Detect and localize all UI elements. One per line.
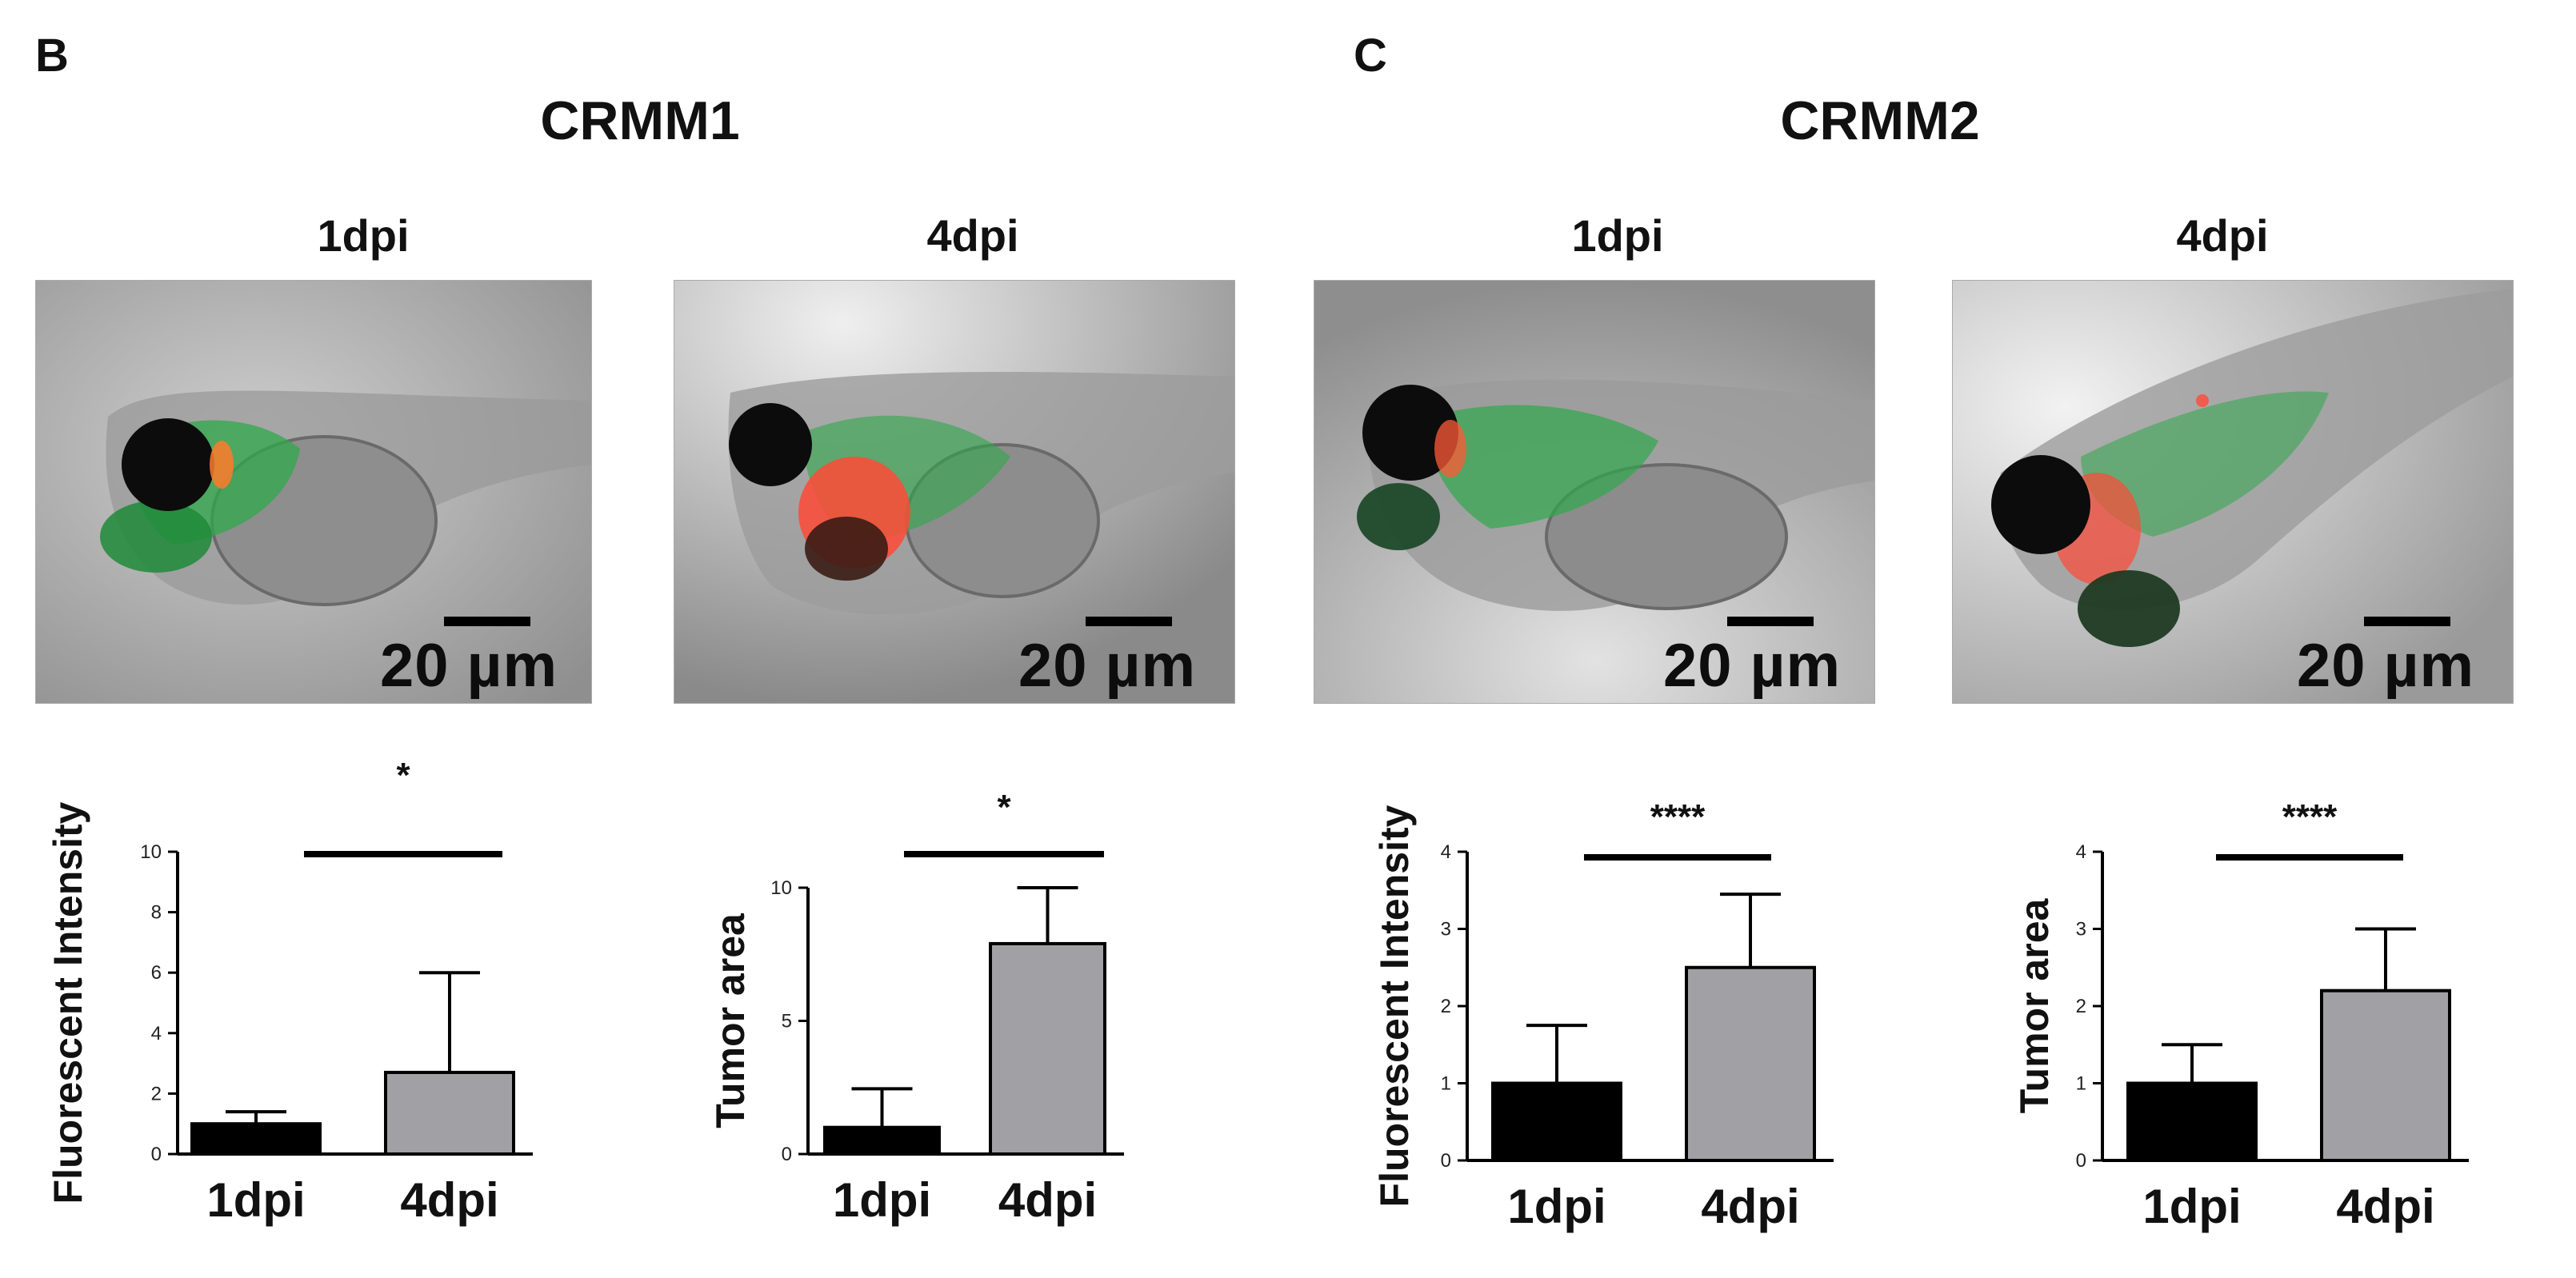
y-tick-label: 10 [770, 877, 792, 899]
bar-1dpi [2126, 1081, 2258, 1162]
panel-title-crmm1: CRMM1 [540, 90, 740, 151]
y-tick-label: 2 [151, 1083, 162, 1104]
y-tick-label: 0 [782, 1144, 792, 1165]
significance-stars: **** [1650, 797, 1706, 837]
y-tick-label: 0 [151, 1144, 162, 1165]
panel-letter-b: B [35, 30, 69, 82]
x-tick-label: 4dpi [2336, 1180, 2434, 1233]
bar-1dpi [823, 1125, 941, 1156]
bar-4dpi [384, 1070, 515, 1156]
micrograph-crmm1-4dpi: 20 µm [674, 280, 1235, 704]
y-tick-label: 4 [1441, 841, 1451, 863]
panel-title-crmm2: CRMM2 [1780, 90, 1980, 151]
y-tick-label: 6 [151, 962, 162, 984]
significance-stars: * [997, 788, 1011, 827]
bar-chart-crmm1-tumor-area: 0 5 10 1dpi 4dpi * Tumor area [708, 788, 1124, 1227]
y-axis-label: Tumor area [708, 913, 753, 1128]
y-tick-label: 0 [1441, 1150, 1451, 1172]
bar-4dpi [989, 941, 1106, 1156]
significance-stars: **** [2282, 797, 2338, 837]
y-tick-label: 2 [1441, 996, 1451, 1017]
y-tick-label: 2 [2076, 996, 2086, 1017]
y-axis-label: Tumor area [2012, 898, 2057, 1114]
y-tick-label: 3 [1441, 919, 1451, 941]
y-tick-label: 4 [2076, 841, 2086, 863]
y-tick-label: 3 [2076, 919, 2086, 941]
y-tick-label: 0 [2076, 1150, 2086, 1172]
x-tick-label: 1dpi [2142, 1180, 2241, 1233]
scale-bar-label: 20 µm [1663, 632, 1842, 700]
bar-4dpi [1685, 965, 1816, 1162]
y-tick-label: 1 [1441, 1073, 1451, 1095]
bar-chart-crmm2-intensity: 0 1 2 3 4 1dpi 4dpi **** Fluorescent Intensity [1372, 797, 1834, 1233]
scale-bar [1086, 617, 1172, 626]
scale-bar-label: 20 µm [1018, 632, 1197, 700]
bar-1dpi [190, 1122, 322, 1156]
y-tick-label: 8 [151, 902, 162, 924]
x-tick-label: 4dpi [1701, 1180, 1799, 1233]
y-tick-label: 5 [782, 1011, 792, 1032]
scale-bar-label: 20 µm [2297, 632, 2475, 700]
bar-1dpi [1491, 1081, 1622, 1162]
scale-bar [2364, 617, 2450, 626]
micrograph-crmm2-4dpi: 20 µm [1952, 280, 2514, 704]
x-tick-label: 1dpi [206, 1173, 305, 1227]
x-tick-label: 4dpi [998, 1173, 1097, 1227]
x-tick-label: 4dpi [400, 1173, 498, 1227]
bar-chart-crmm1-intensity: 0 2 4 6 8 10 1dpi 4dpi * Fluorescent Intensity [46, 756, 533, 1227]
panel-letter-c: C [1354, 30, 1387, 82]
y-tick-label: 10 [140, 841, 162, 863]
scale-bar-label: 20 µm [380, 632, 558, 700]
y-axis-label: Fluorescent Intensity [1372, 805, 1417, 1207]
x-tick-label: 1dpi [833, 1173, 931, 1227]
scale-bar [444, 617, 530, 626]
micrograph-crmm1-1dpi: 20 µm [35, 280, 592, 704]
x-tick-label: 1dpi [1507, 1180, 1606, 1233]
micrograph-crmm2-1dpi: 20 µm [1314, 280, 1875, 704]
image-label: 4dpi [926, 210, 1019, 261]
image-label: 1dpi [317, 210, 410, 261]
significance-stars: * [396, 756, 410, 795]
image-label: 4dpi [2176, 210, 2269, 261]
bar-4dpi [2320, 988, 2451, 1163]
y-tick-label: 1 [2076, 1073, 2086, 1095]
y-tick-label: 4 [151, 1023, 162, 1044]
y-axis-label: Fluorescent Intensity [46, 801, 90, 1204]
bar-chart-crmm2-tumor-area: 0 1 2 3 4 1dpi 4dpi **** Tumor area [2012, 797, 2469, 1233]
image-label: 1dpi [1571, 210, 1664, 261]
scale-bar [1727, 617, 1814, 626]
